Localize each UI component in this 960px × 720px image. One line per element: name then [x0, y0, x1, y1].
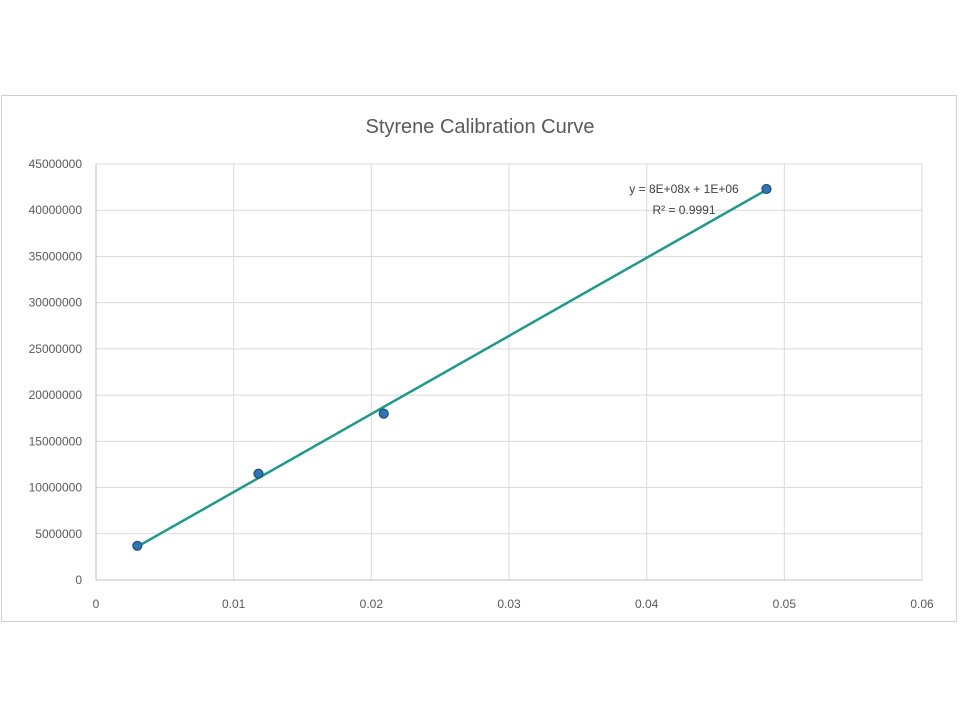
y-tick-label: 30000000 [29, 296, 83, 310]
x-tick-label: 0.01 [222, 597, 246, 611]
x-tick-label: 0.02 [360, 597, 384, 611]
y-tick-label: 20000000 [29, 388, 83, 402]
x-tick-label: 0.06 [910, 597, 934, 611]
data-point [253, 468, 264, 479]
x-tick-label: 0.04 [635, 597, 659, 611]
trendline-group [136, 188, 768, 548]
axes [95, 164, 922, 581]
data-point [132, 540, 143, 551]
y-tick-label: 35000000 [29, 249, 83, 263]
chart-title: Styrene Calibration Curve [366, 116, 595, 138]
y-tick-label: 45000000 [29, 157, 83, 171]
y-tick-label: 40000000 [29, 203, 83, 217]
y-tick-labels: 0 5000000 10000000 15000000 20000000 25000000… [29, 157, 83, 587]
data-points [132, 183, 772, 551]
x-tick-label: 0.03 [497, 597, 521, 611]
trendline-r-squared: R² = 0.9991 [652, 203, 715, 217]
x-tick-label: 0.05 [773, 597, 797, 611]
data-point [761, 183, 772, 195]
trendline [136, 188, 768, 548]
trendline-equation: y = 8E+08x + 1E+06 [629, 182, 739, 196]
grid-lines [96, 163, 923, 580]
y-tick-label: 5000000 [35, 527, 82, 541]
data-point [378, 408, 389, 419]
y-tick-label: 25000000 [29, 342, 83, 356]
y-tick-label: 0 [75, 573, 82, 587]
x-tick-labels: 0 0.01 0.02 0.03 0.04 0.05 0.06 [93, 597, 934, 611]
x-tick-label: 0 [93, 597, 100, 611]
y-tick-label: 10000000 [29, 481, 83, 495]
y-tick-label: 15000000 [29, 434, 83, 448]
